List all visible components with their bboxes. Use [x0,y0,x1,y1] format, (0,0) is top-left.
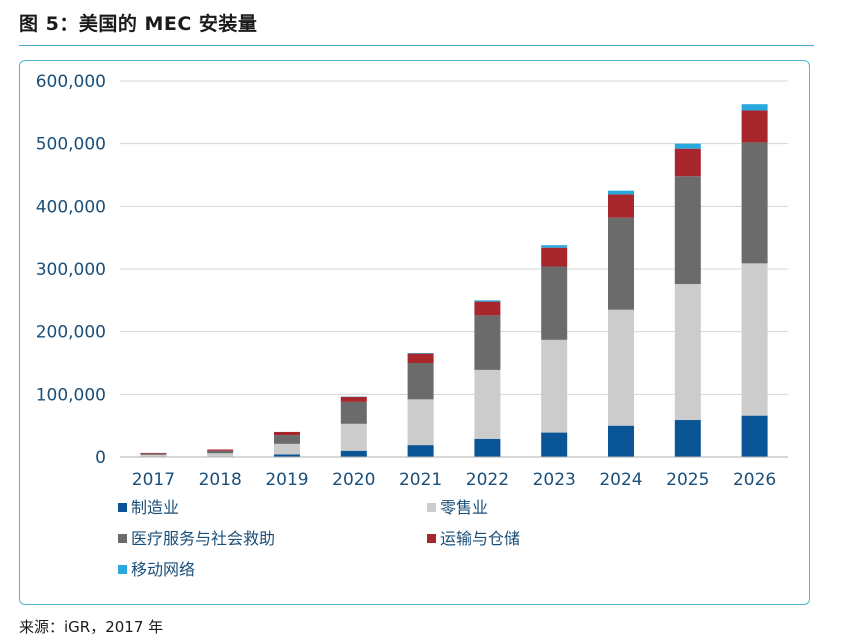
legend-swatch [427,534,436,543]
bar-segment [207,449,234,451]
bar-segment [674,284,701,421]
x-tick-label: 2023 [533,470,576,490]
bar-segment [474,438,501,457]
bar-segment [741,142,768,264]
bar-segment [474,369,501,439]
x-tick-label: 2025 [666,470,709,490]
x-tick-label: 2017 [132,470,175,490]
legend-swatch [118,565,127,574]
bar-segment [140,453,167,455]
x-tick-label: 2018 [199,470,242,490]
bar-segment [140,452,167,454]
bar-segment [741,110,768,143]
bar-segment [474,315,501,370]
title-divider [19,45,814,46]
bar-segment [340,396,367,402]
figure-title: 图 5：美国的 MEC 安装量 [19,13,258,35]
bar-segment [741,263,768,416]
x-tick-label: 2020 [332,470,375,490]
y-tick-label: 100,000 [36,385,106,405]
y-tick-label: 400,000 [36,197,106,217]
bar-segment [474,300,501,302]
bar-segment [407,363,434,400]
bar-segment [407,353,434,363]
x-tick-label: 2024 [599,470,642,490]
legend-label: 移动网络 [131,560,195,579]
legend-swatch [427,503,436,512]
bar-segment [340,401,367,424]
legend-swatch [118,503,127,512]
bar-segment [608,194,634,218]
bar-segment [674,420,701,457]
y-axis-ticks: 0 100,000 200,000 300,000 400,000 500,000 600,… [36,72,106,468]
bar-segment [674,143,701,149]
bar-segment [340,450,367,457]
bar-segment [407,445,434,457]
bar-segment [608,425,634,457]
legend-swatch [118,534,127,543]
bar-segment [674,148,701,177]
legend-label: 零售业 [440,498,488,517]
bar-segment [407,352,434,354]
bar-segment [274,454,300,457]
bar-segment [274,431,300,436]
legend-label: 医疗服务与社会救助 [131,529,275,548]
bar-segment [474,301,501,316]
bar-segment [608,217,634,310]
bar-segment [407,399,434,446]
source-note: 来源：iGR，2017 年 [19,618,164,636]
bars [140,104,768,457]
bar-segment [608,190,634,195]
bar-segment [608,309,634,426]
bar-segment [674,176,701,285]
y-tick-label: 0 [95,448,106,468]
x-tick-label: 2026 [733,470,776,490]
bar-segment [741,104,768,111]
bar-segment [541,339,568,433]
stacked-bar-chart: 0 100,000 200,000 300,000 400,000 500,000 600,… [36,72,788,579]
bar-segment [140,454,167,457]
y-tick-label: 600,000 [36,72,106,92]
x-tick-label: 2021 [399,470,442,490]
y-tick-label: 300,000 [36,260,106,280]
y-tick-label: 500,000 [36,135,106,155]
bar-segment [207,453,234,457]
bar-segment [541,247,568,267]
bar-segment [741,415,768,457]
legend-label: 制造业 [131,498,179,517]
bar-segment [541,266,568,340]
bar-segment [207,450,234,454]
x-axis-ticks: 2017 2018 2019 2020 2021 2022 2023 2024 2025 2026 [132,470,776,490]
bar-segment [541,245,568,248]
bar-segment [340,423,367,451]
x-tick-label: 2022 [466,470,509,490]
x-tick-label: 2019 [265,470,308,490]
bar-segment [274,443,300,455]
bar-segment [274,435,300,444]
chart-frame: 0 100,000 200,000 300,000 400,000 500,000 600,… [19,60,810,605]
y-tick-label: 200,000 [36,323,106,343]
bar-segment [541,432,568,457]
legend-label: 运输与仓储 [440,529,520,548]
